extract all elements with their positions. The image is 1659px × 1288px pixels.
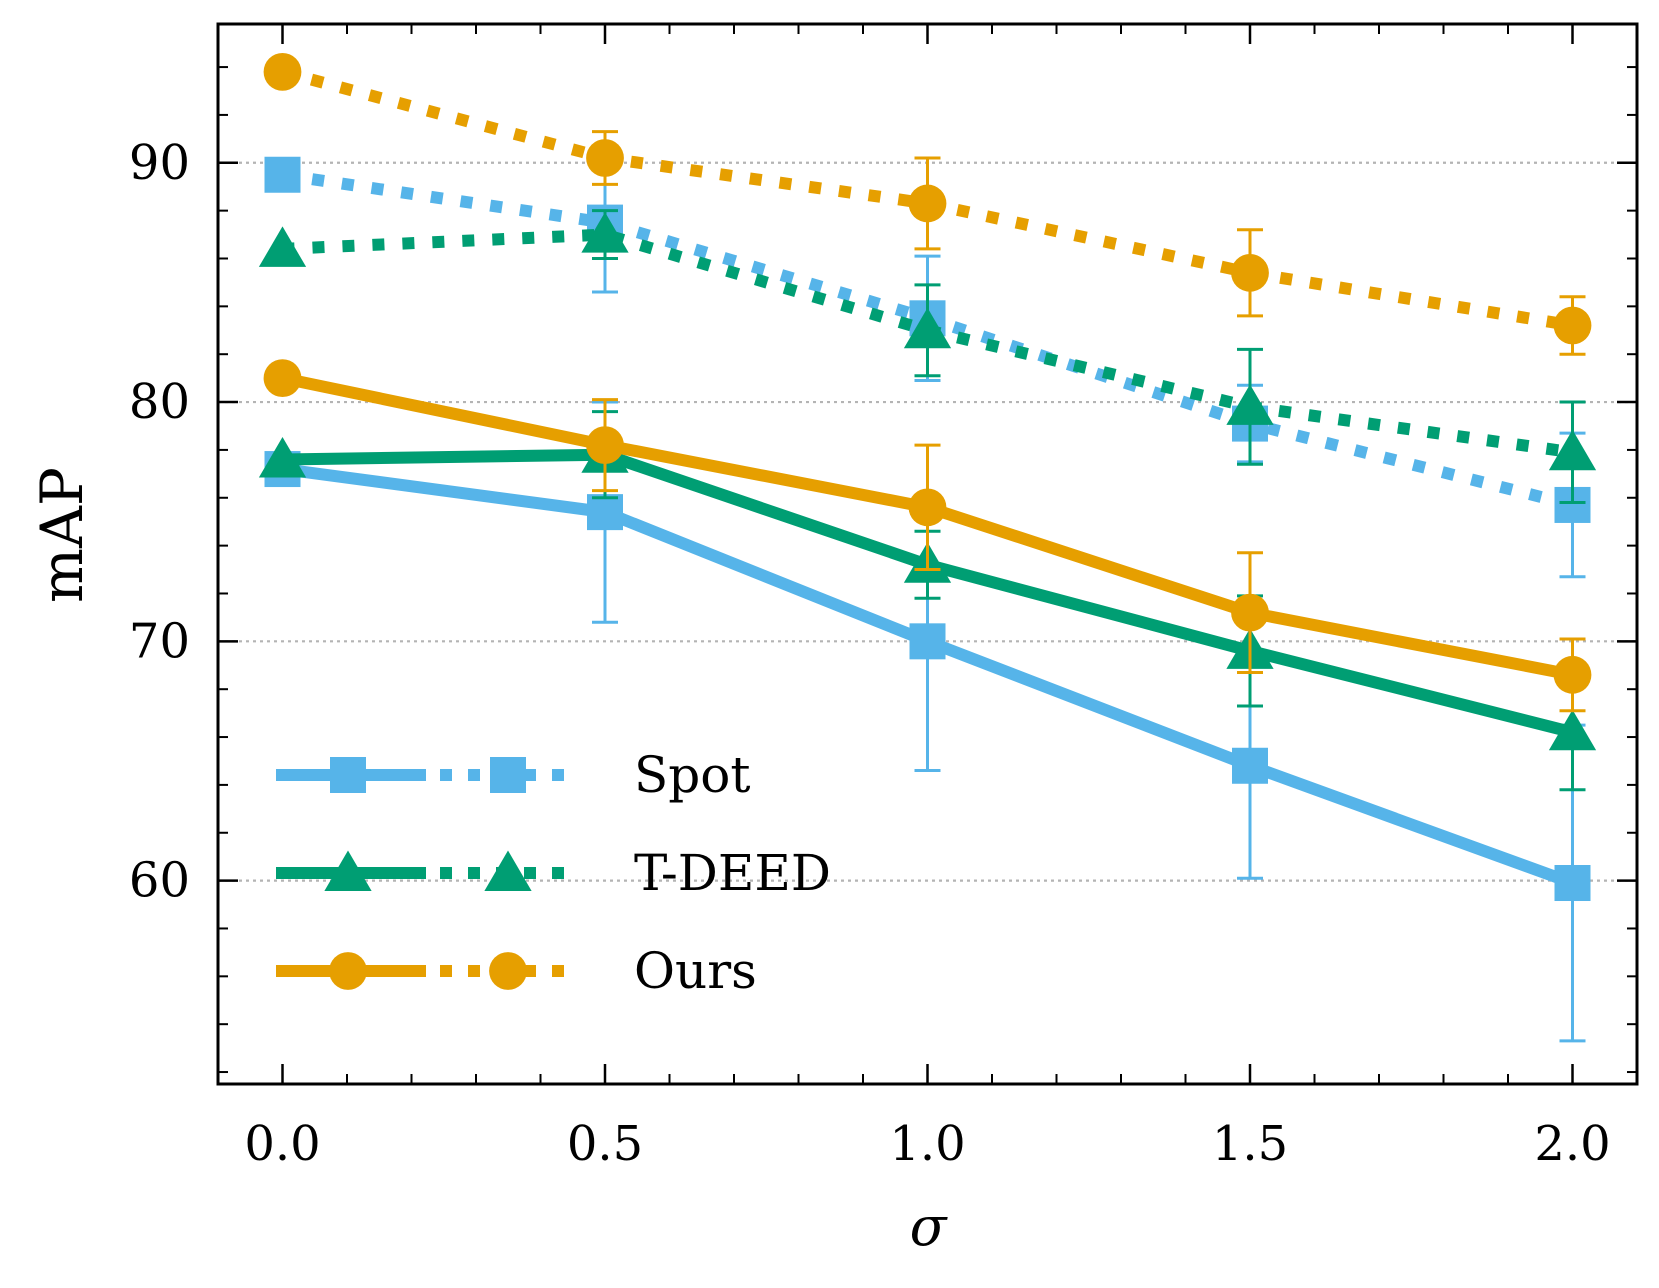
data-point: [258, 226, 307, 267]
legend-marker: [324, 850, 372, 891]
x-tick-label: 1.0: [889, 1116, 965, 1172]
data-point: [1553, 655, 1592, 694]
legend-item-ours: Ours: [276, 942, 757, 1000]
data-point: [581, 212, 629, 253]
legend-marker: [329, 952, 367, 990]
x-axis-label: σ: [910, 1195, 949, 1258]
legend-item-spot: Spot: [276, 746, 750, 804]
data-point: [1548, 709, 1597, 751]
data-point: [1548, 429, 1597, 471]
y-axis-label: mAP: [28, 467, 96, 603]
data-point: [586, 139, 624, 177]
data-point: [263, 359, 302, 398]
series-line: [282, 228, 1574, 459]
data-point: [264, 156, 301, 193]
data-point: [258, 436, 307, 478]
data-point: [1226, 384, 1274, 425]
series-t-deed-dotted: [258, 209, 1597, 505]
x-tick-label: 0.0: [244, 1116, 320, 1172]
data-point: [909, 623, 946, 660]
data-point: [1231, 253, 1269, 292]
data-point: [1231, 593, 1269, 632]
y-tick-label: 70: [129, 613, 190, 669]
data-point: [908, 184, 947, 223]
legend-marker: [484, 850, 532, 891]
data-point: [1553, 306, 1592, 345]
series-ours-dotted: [263, 52, 1592, 356]
data-point: [903, 307, 952, 349]
legend-marker: [490, 757, 526, 793]
tick-labels: 0.0 0.5 1.0 1.5 2.0 60 70 80 90: [129, 135, 1611, 1172]
x-tick-label: 2.0: [1534, 1116, 1610, 1172]
series-ours-solid: [263, 359, 1592, 713]
series-layer: [258, 52, 1597, 1043]
legend-marker: [489, 952, 527, 990]
legend-item-t-deed: T-DEED: [276, 844, 831, 902]
legend: Spot T-DEED Ours: [276, 746, 831, 1000]
x-tick-label: 1.5: [1212, 1116, 1288, 1172]
legend-label: Ours: [634, 942, 757, 1000]
y-tick-label: 80: [129, 374, 190, 430]
legend-label: Spot: [634, 746, 750, 804]
legend-marker: [330, 757, 366, 793]
data-point: [263, 52, 302, 91]
data-point: [587, 494, 623, 531]
data-point: [586, 426, 624, 465]
legend-label: T-DEED: [634, 844, 831, 902]
y-tick-label: 90: [129, 135, 190, 191]
data-point: [1554, 865, 1591, 902]
data-point: [1232, 747, 1268, 784]
tick-marks: [217, 24, 1638, 1084]
data-point: [908, 488, 947, 527]
y-tick-label: 60: [129, 853, 190, 909]
x-tick-label: 0.5: [567, 1116, 643, 1172]
